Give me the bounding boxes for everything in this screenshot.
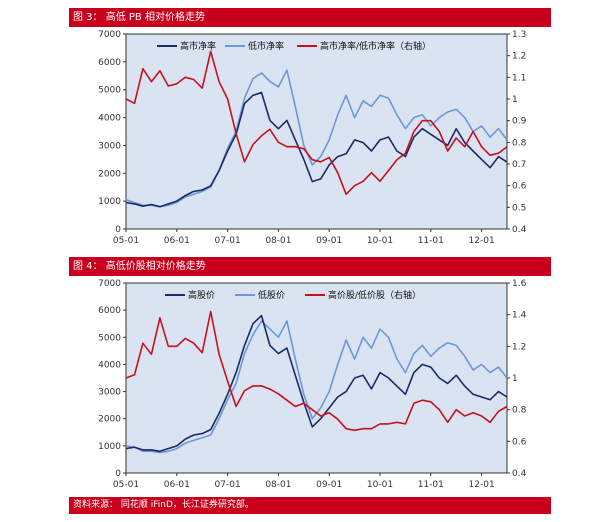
x-tick-label: 07-01 <box>215 480 241 490</box>
y-right-tick-label: 1.1 <box>512 73 526 83</box>
y-left-tick-label: 4000 <box>98 360 121 370</box>
legend-label-0: 高市净率 <box>180 40 216 52</box>
figure-4-title-bar: 图 4： 高低价股相对价格走势 <box>69 257 551 276</box>
source-note-bar: 资料来源： 同花顺 iFinD，长江证券研究部。 <box>69 497 551 514</box>
y-left-tick-label: 7000 <box>98 30 121 40</box>
y-right-tick-label: 0.8 <box>512 406 527 416</box>
y-right-tick-label: 0.8 <box>512 138 527 148</box>
x-tick-label: 08-01 <box>265 236 291 246</box>
y-right-tick-label: 0.9 <box>512 117 527 127</box>
x-tick-label: 10-01 <box>367 480 393 490</box>
y-left-tick-label: 1000 <box>98 197 121 207</box>
series-line-2 <box>125 50 508 196</box>
y-left-tick-label: 7000 <box>98 279 121 289</box>
y-right-tick-label: 1.4 <box>512 311 527 321</box>
y-left-tick-label: 2000 <box>98 415 121 425</box>
plot-area <box>125 33 508 230</box>
y-right-tick-label: 0.4 <box>512 225 527 235</box>
x-tick-label: 12-01 <box>469 236 495 246</box>
figure-3-chart: 0 1000 2000 3000 4000 5000 6000 7000 0.4 0.5 0.6 0.… <box>98 30 527 246</box>
figure-4-title: 图 4： 高低价股相对价格走势 <box>73 261 206 272</box>
y-right-tick-label: 1 <box>512 95 518 105</box>
y-left-tick-label: 3000 <box>98 141 121 151</box>
y-left-tick-label: 4000 <box>98 114 121 124</box>
y-right-tick-label: 0.4 <box>512 469 527 479</box>
figure-4-chart: 010002000300040005000600070000.40.60.811… <box>98 279 527 490</box>
legend-label-1: 低市净率 <box>248 40 284 52</box>
y-left-tick-label: 3000 <box>98 388 121 398</box>
figure-3-title: 图 3： 高低 PB 相对价格走势 <box>73 12 205 23</box>
x-tick-label: 12-01 <box>469 480 495 490</box>
legend-label-0: 高股价 <box>188 289 215 301</box>
x-tick-label: 11-01 <box>418 480 444 490</box>
y-right-tick-label: 0.5 <box>512 203 526 213</box>
series-line-2 <box>125 310 508 432</box>
y-left-tick-label: 0 <box>115 469 121 479</box>
y-right-tick-label: 1.2 <box>512 342 526 352</box>
x-tick-label: 06-01 <box>164 236 190 246</box>
legend-label-1: 低股价 <box>258 289 285 301</box>
x-tick-label: 05-01 <box>113 480 139 490</box>
legend-label-2: 高市净率/低市净率（右轴） <box>320 40 431 52</box>
series-line-0 <box>125 314 508 453</box>
y-left-tick-label: 2000 <box>98 169 121 179</box>
y-right-tick-label: 0.6 <box>512 437 527 447</box>
source-note: 资料来源： 同花顺 iFinD，长江证券研究部。 <box>73 500 254 510</box>
x-tick-label: 06-01 <box>164 480 190 490</box>
y-left-tick-label: 0 <box>115 225 121 235</box>
x-tick-label: 07-01 <box>215 236 241 246</box>
y-right-tick-label: 0.6 <box>512 182 527 192</box>
y-left-tick-label: 5000 <box>98 86 121 96</box>
x-tick-label: 08-01 <box>265 480 291 490</box>
y-right-tick-label: 1.2 <box>512 52 526 62</box>
x-tick-label: 09-01 <box>316 236 342 246</box>
figure-3-title-bar: 图 3： 高低 PB 相对价格走势 <box>69 8 551 27</box>
y-left-tick-label: 1000 <box>98 442 121 452</box>
y-right-tick-label: 1.3 <box>512 30 526 40</box>
y-left-tick-label: 5000 <box>98 333 121 343</box>
y-left-tick-label: 6000 <box>98 306 121 316</box>
y-right-tick-label: 1.6 <box>512 279 527 289</box>
x-tick-label: 09-01 <box>316 480 342 490</box>
legend-label-2: 高价股/低价股（右轴） <box>328 289 421 301</box>
x-tick-label: 05-01 <box>113 236 139 246</box>
x-tick-label: 11-01 <box>418 236 444 246</box>
y-right-tick-label: 0.7 <box>512 160 526 170</box>
x-tick-label: 10-01 <box>367 236 393 246</box>
y-right-tick-label: 1 <box>512 374 518 384</box>
y-left-tick-label: 6000 <box>98 58 121 68</box>
